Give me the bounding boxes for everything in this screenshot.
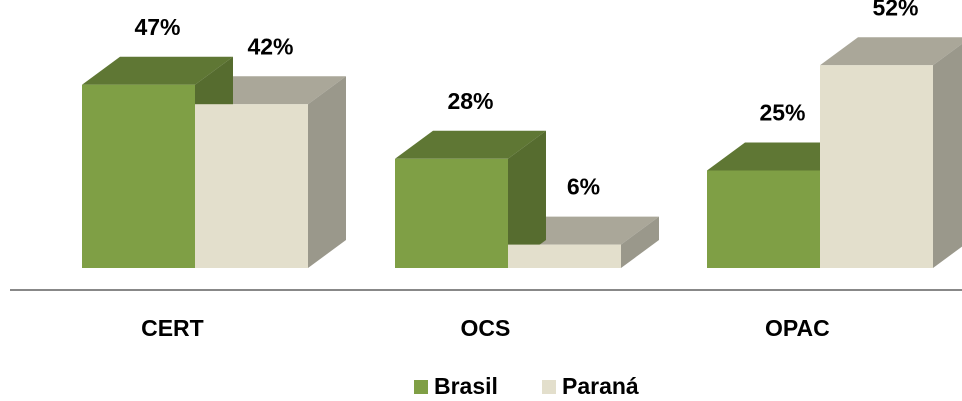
value-label: 42% (247, 33, 293, 59)
bar (395, 158, 508, 268)
bar (508, 244, 621, 268)
value-label: 6% (567, 174, 600, 200)
bar (195, 104, 308, 268)
legend-swatch (414, 380, 428, 394)
bar-side (933, 43, 962, 268)
legend-label: Paraná (562, 373, 639, 399)
x-tick-label: CERT (141, 315, 204, 341)
bar-top (395, 130, 546, 159)
value-label: 52% (872, 0, 918, 20)
bar-side (621, 216, 659, 268)
value-label: 28% (447, 88, 493, 114)
x-tick-label: OCS (460, 315, 510, 341)
bar (820, 65, 933, 268)
bar (707, 170, 820, 268)
x-tick-label: OPAC (765, 315, 830, 341)
legend-swatch (542, 380, 556, 394)
bar-side (508, 130, 546, 268)
bar-side (308, 76, 346, 268)
value-label: 47% (134, 14, 180, 40)
value-label: 25% (759, 100, 805, 126)
bar-top (82, 56, 233, 85)
bar (82, 84, 195, 268)
bar-top (820, 37, 962, 66)
legend-label: Brasil (434, 373, 498, 399)
